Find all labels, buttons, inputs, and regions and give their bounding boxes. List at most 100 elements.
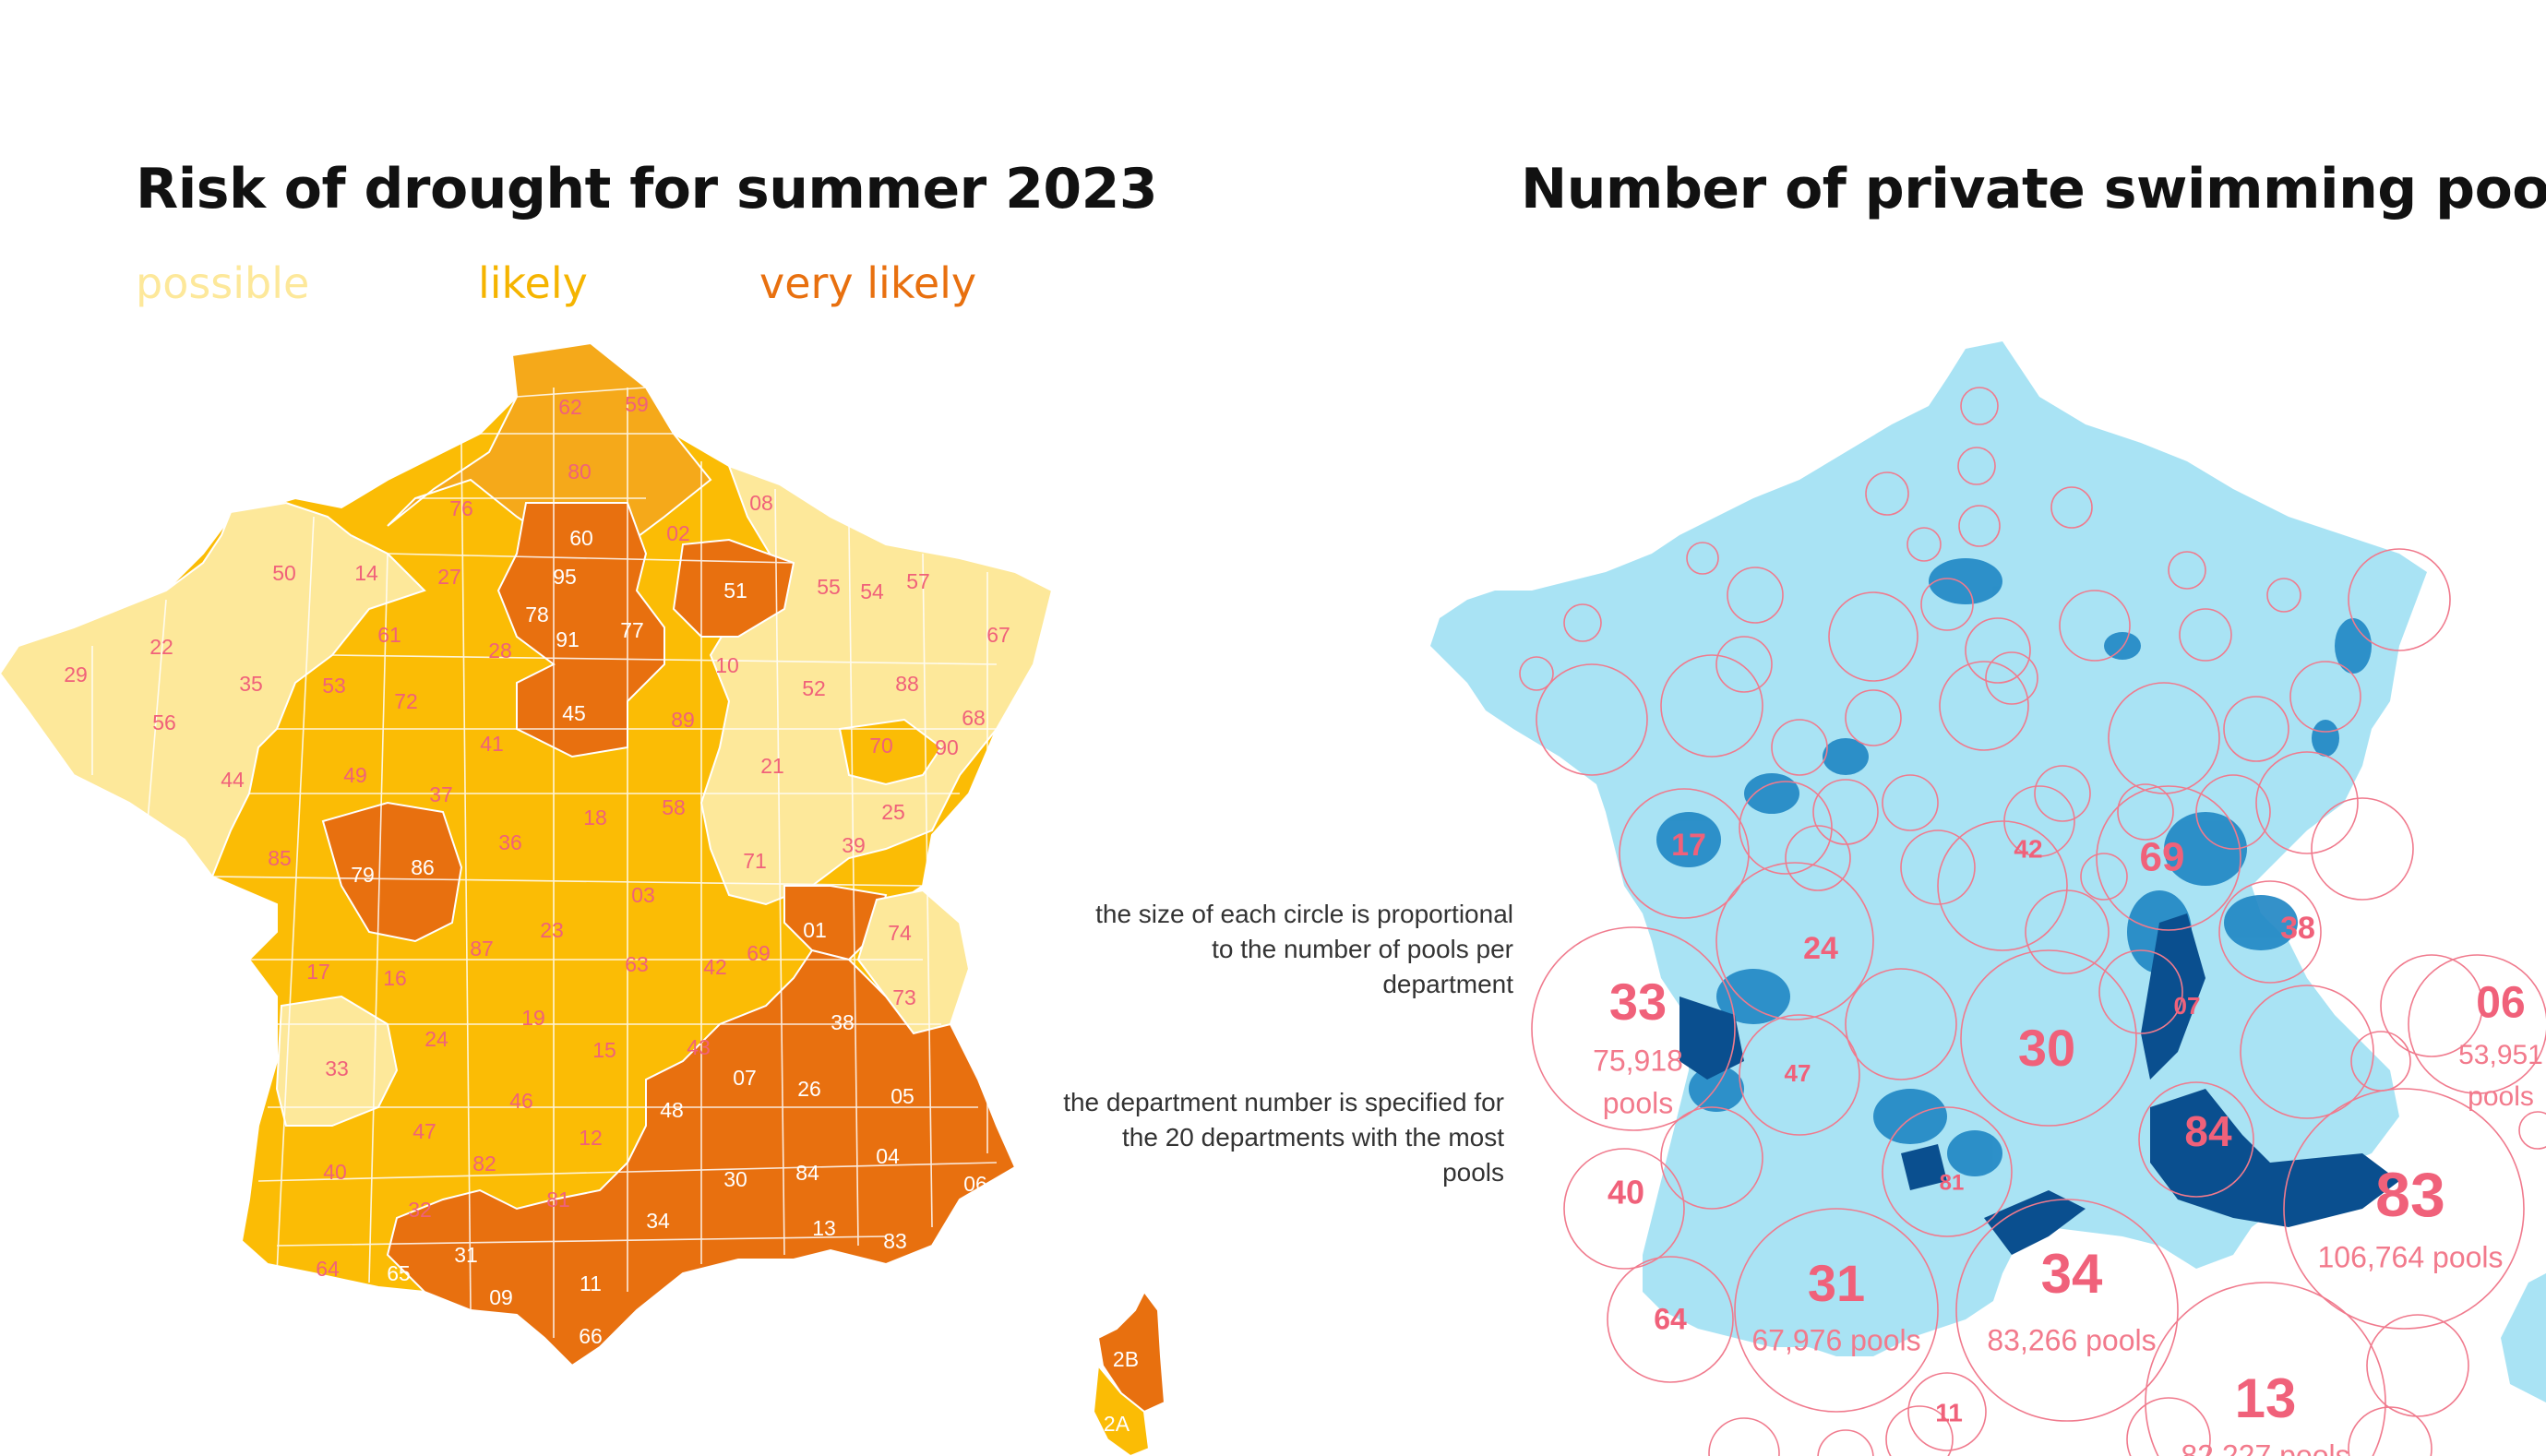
dept-label-02: 02 bbox=[666, 521, 690, 545]
dept-label-18: 18 bbox=[583, 806, 607, 829]
pool-dept-84: 84 bbox=[2184, 1107, 2232, 1155]
dept-label-58: 58 bbox=[662, 795, 686, 819]
dept-label-82: 82 bbox=[472, 1152, 496, 1176]
pool-circle bbox=[2289, 661, 2361, 733]
dept-label-53: 53 bbox=[322, 674, 346, 698]
pool-circle bbox=[1882, 1106, 2013, 1237]
dept-label-32: 32 bbox=[408, 1198, 432, 1222]
dept-label-45: 45 bbox=[562, 701, 586, 725]
marne-very-likely bbox=[672, 538, 795, 638]
pool-dept-06: 06 bbox=[2476, 979, 2525, 1028]
dept-label-71: 71 bbox=[743, 849, 767, 873]
corsica-2a-likely bbox=[1092, 1363, 1151, 1456]
pool-circle bbox=[2050, 486, 2093, 529]
pool-circle bbox=[1619, 788, 1750, 919]
pool-circle bbox=[2126, 1397, 2211, 1456]
dept-label-64: 64 bbox=[316, 1257, 340, 1281]
pool-circle bbox=[1771, 719, 1828, 776]
dept-label-23: 23 bbox=[540, 918, 564, 942]
dept-label-17: 17 bbox=[306, 960, 330, 984]
dept-label-91: 91 bbox=[556, 627, 580, 651]
pool-circle bbox=[1937, 820, 2068, 951]
dept-label-43: 43 bbox=[687, 1035, 711, 1059]
dept-label-11: 11 bbox=[580, 1271, 602, 1295]
dept-label-15: 15 bbox=[592, 1038, 616, 1062]
dept-label-28: 28 bbox=[488, 638, 512, 662]
dept-label-46: 46 bbox=[509, 1089, 533, 1113]
dept-label-65: 65 bbox=[387, 1261, 411, 1285]
dept-label-19: 19 bbox=[521, 1006, 545, 1030]
pool-circle bbox=[1960, 949, 2137, 1127]
dept-label-50: 50 bbox=[272, 561, 296, 585]
dept-label-84: 84 bbox=[795, 1161, 819, 1185]
pool-dept-47: 47 bbox=[1785, 1059, 1811, 1087]
pool-circle bbox=[1727, 567, 1784, 624]
dept-label-07: 07 bbox=[733, 1066, 757, 1090]
pool-circle bbox=[2266, 578, 2301, 613]
dept-label-77: 77 bbox=[620, 618, 644, 642]
pool-circle bbox=[1965, 617, 2031, 684]
dept-label-22: 22 bbox=[149, 635, 173, 659]
dept-label-06: 06 bbox=[963, 1172, 987, 1196]
circle-size-note: the size of each circle is proportional … bbox=[1095, 900, 1513, 998]
pool-dept-30: 30 bbox=[2018, 1019, 2075, 1077]
pool-circle bbox=[2145, 1282, 2386, 1456]
dept-label-42: 42 bbox=[703, 955, 727, 979]
drought-department-labels: 62 59 80 76 60 02 08 95 50 14 27 78 91 77 51 55 54 57 67 61… bbox=[64, 392, 1139, 1436]
dept-label-16: 16 bbox=[383, 966, 407, 990]
dept-label-74: 74 bbox=[888, 921, 912, 945]
dept-label-31: 31 bbox=[454, 1243, 478, 1267]
pool-dept-38: 38 bbox=[2280, 911, 2315, 946]
pool-circle bbox=[1957, 447, 1996, 485]
pool-circle bbox=[1900, 829, 1976, 905]
dept-label-36: 36 bbox=[498, 830, 522, 854]
pool-dept-33: 33 bbox=[1609, 973, 1667, 1031]
pool-circle bbox=[2380, 954, 2483, 1057]
pool-circle bbox=[2218, 880, 2322, 984]
pool-circle bbox=[1607, 1256, 1734, 1383]
dept-label-30: 30 bbox=[723, 1167, 747, 1191]
pool-dept-07: 07 bbox=[2174, 992, 2201, 1020]
brittany-normandy-possible bbox=[0, 501, 426, 879]
drought-risk-map: 62 59 80 76 60 02 08 95 50 14 27 78 91 77 51 55 54 57 67 61… bbox=[0, 341, 1166, 1456]
dept-label-61: 61 bbox=[377, 623, 401, 647]
pool-circle bbox=[1865, 471, 1909, 516]
pool-circle bbox=[2080, 853, 2128, 901]
oise-paris-very-likely bbox=[496, 502, 665, 758]
dept-label-52: 52 bbox=[802, 676, 826, 700]
dept-label-68: 68 bbox=[962, 706, 986, 730]
dept-label-83: 83 bbox=[883, 1229, 907, 1253]
dept-label-2B: 2B bbox=[1113, 1347, 1139, 1371]
pool-circle bbox=[1920, 578, 1974, 631]
dept-label-88: 88 bbox=[895, 672, 919, 696]
pool-circle bbox=[2025, 889, 2110, 974]
pool-circle bbox=[1955, 1199, 2179, 1422]
pool-circle bbox=[2366, 1314, 2469, 1417]
pool-circle bbox=[2003, 785, 2075, 857]
pool-circle bbox=[1531, 926, 1736, 1131]
pool-circle bbox=[2408, 954, 2546, 1094]
pool-circle bbox=[2348, 1406, 2432, 1456]
corsica-pools bbox=[2501, 1273, 2546, 1402]
dept-label-54: 54 bbox=[860, 579, 884, 603]
dept-label-40: 40 bbox=[323, 1160, 347, 1184]
pool-count-06: 53,951 bbox=[2458, 1040, 2543, 1070]
pool-circle bbox=[1960, 387, 1999, 425]
dept-label-81: 81 bbox=[546, 1187, 570, 1211]
dept-label-66: 66 bbox=[579, 1324, 603, 1348]
drought-map-title: Risk of drought for summer 2023 bbox=[136, 157, 1158, 221]
dept-label-35: 35 bbox=[239, 672, 263, 696]
pool-circle bbox=[1785, 825, 1851, 891]
dept-label-63: 63 bbox=[625, 952, 649, 976]
dept-label-03: 03 bbox=[631, 883, 655, 907]
pool-dept-31: 31 bbox=[1808, 1254, 1865, 1312]
pool-circles bbox=[1519, 387, 2546, 1456]
pool-circle bbox=[1985, 651, 2038, 705]
dept-label-24: 24 bbox=[424, 1027, 448, 1051]
pool-circle bbox=[2168, 551, 2206, 590]
dept-label-95: 95 bbox=[553, 565, 577, 589]
pool-circle bbox=[1828, 591, 1918, 682]
pool-circle bbox=[2348, 548, 2451, 651]
pool-count-33: 75,918 bbox=[1593, 1044, 1683, 1077]
pool-circle bbox=[1536, 663, 1648, 776]
